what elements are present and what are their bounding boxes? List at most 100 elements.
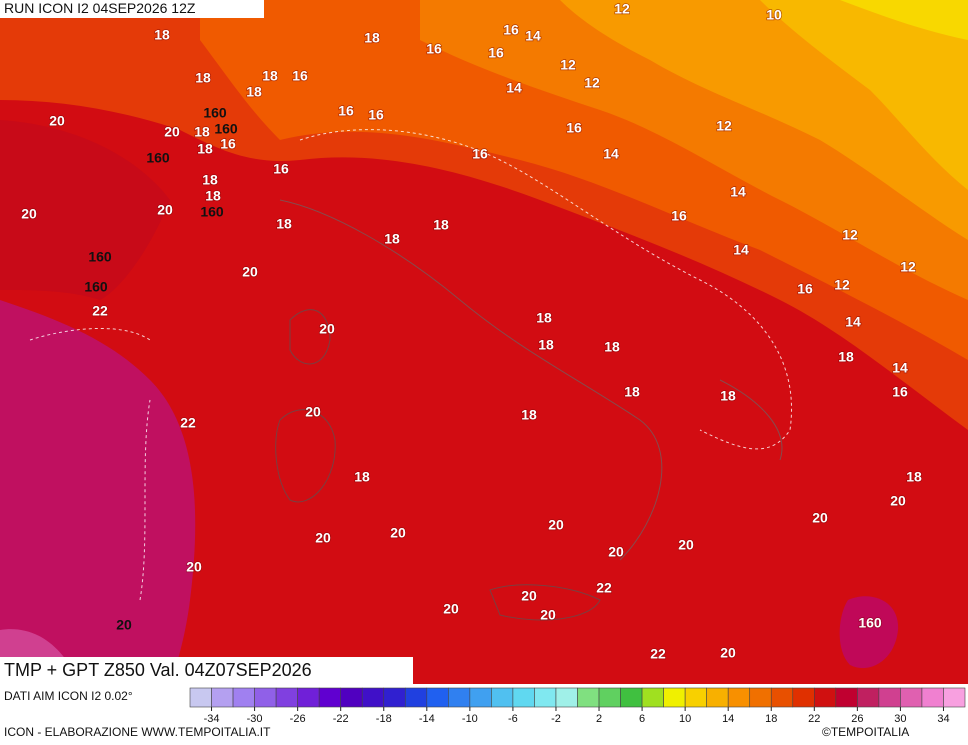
contour-label: 160 [858, 615, 882, 631]
contour-label: 160 [146, 150, 170, 166]
colorbar-tick-label: 10 [679, 713, 691, 725]
contour-label: 16 [338, 103, 354, 119]
colorbar-swatch [814, 687, 837, 708]
contour-label: 12 [842, 227, 858, 243]
contour-label: 14 [892, 360, 908, 376]
contour-label: 18 [906, 469, 922, 485]
colorbar-swatch [512, 687, 535, 708]
colorbar-swatch [749, 687, 772, 708]
colorbar-swatch [491, 687, 514, 708]
colorbar-tick-label: -30 [247, 713, 263, 725]
contour-label: 12 [834, 277, 850, 293]
contour-label: 18 [604, 339, 620, 355]
contour-label: 18 [246, 84, 262, 100]
colorbar-swatch [318, 687, 341, 708]
colorbar-swatch [921, 687, 944, 708]
colorbar-tick-label: -34 [204, 713, 220, 725]
colorbar-swatch [857, 687, 880, 708]
colorbar-tick-label: -2 [551, 713, 561, 725]
contour-label: 18 [354, 469, 370, 485]
colorbar-swatch [211, 687, 234, 708]
contour-label: 16 [426, 41, 442, 57]
colorbar-swatch [598, 687, 621, 708]
contour-label: 20 [890, 493, 906, 509]
colorbar-swatch [254, 687, 277, 708]
contour-label: 20 [242, 264, 258, 280]
contour-label: 16 [220, 136, 236, 152]
contour-label: 20 [443, 601, 459, 617]
contour-label: 18 [624, 384, 640, 400]
colorbar-tick-label: 2 [596, 713, 602, 725]
contour-label: 20 [548, 517, 564, 533]
credit: ICON - ELABORAZIONE WWW.TEMPOITALIA.IT [4, 725, 271, 739]
contour-label: 18 [154, 27, 170, 43]
contour-label: 20 [720, 645, 736, 661]
colorbar-swatch [878, 687, 901, 708]
colorbar-tick-label: -22 [333, 713, 349, 725]
colorbar-swatch [426, 687, 449, 708]
run-label: RUN ICON I2 04SEP2026 12Z [4, 0, 196, 16]
contour-label: 14 [733, 242, 749, 258]
contour-label: 18 [364, 30, 380, 46]
contour-label: 16 [671, 208, 687, 224]
colorbar-swatch [641, 687, 664, 708]
contour-label: 18 [195, 70, 211, 86]
colorbar-tick-label: 30 [894, 713, 906, 725]
contour-label: 18 [194, 124, 210, 140]
colorbar-tick-label: -26 [290, 713, 306, 725]
colorbar-tick-label: -18 [376, 713, 392, 725]
title-box [0, 657, 413, 684]
contour-label: 160 [88, 249, 112, 265]
contour-label: 16 [488, 45, 504, 61]
colorbar: -34 -30 -26 -22 -18 -14 -10 -6 -2 2 6 10 14 18 22 26 30 3… [189, 687, 966, 725]
contour-label: 16 [368, 107, 384, 123]
contour-label: 18 [384, 231, 400, 247]
colorbar-swatch [275, 687, 298, 708]
colorbar-tick-label: 22 [808, 713, 820, 725]
colorbar-swatch [555, 687, 578, 708]
contour-label: 14 [845, 314, 861, 330]
contour-label: 12 [584, 75, 600, 91]
contour-label: 20 [49, 113, 65, 129]
contour-label: 20 [186, 559, 202, 575]
contour-label: 20 [521, 588, 537, 604]
contour-label: 18 [202, 172, 218, 188]
contour-label: 14 [603, 146, 619, 162]
colorbar-swatch [340, 687, 363, 708]
source-note: DATI AIM ICON I2 0.02° [4, 689, 133, 703]
colorbar-swatch [383, 687, 406, 708]
contour-label: 20 [390, 525, 406, 541]
contour-label: 18 [720, 388, 736, 404]
copyright: ©TEMPOITALIA [822, 725, 909, 739]
colorbar-swatch [620, 687, 643, 708]
contour-label: 12 [560, 57, 576, 73]
contour-label: 20 [540, 607, 556, 623]
colorbar-tick-label: -14 [419, 713, 435, 725]
contour-label: 18 [538, 337, 554, 353]
contour-label: 16 [292, 68, 308, 84]
contour-label: 160 [84, 279, 108, 295]
colorbar-swatch [835, 687, 858, 708]
contour-label: 18 [262, 68, 278, 84]
contour-label: 18 [205, 188, 221, 204]
colorbar-swatch [469, 687, 492, 708]
contour-label: 16 [503, 22, 519, 38]
colorbar-tick-label: 14 [722, 713, 734, 725]
colorbar-swatch [727, 687, 751, 708]
colorbar-tick-label: 34 [937, 713, 949, 725]
contour-label: 22 [596, 580, 612, 596]
colorbar-swatch [770, 687, 794, 708]
colorbar-swatch [189, 687, 212, 708]
colorbar-swatch [663, 687, 686, 708]
contour-label: 20 [678, 537, 694, 553]
contour-label: 160 [214, 121, 238, 137]
contour-label: 22 [92, 303, 108, 319]
colorbar-swatch [361, 687, 385, 708]
colorbar-swatch [900, 687, 923, 708]
contour-label: 18 [197, 141, 213, 157]
contour-label: 18 [838, 349, 854, 365]
contour-label: 20 [305, 404, 321, 420]
contour-label: 20 [315, 530, 331, 546]
